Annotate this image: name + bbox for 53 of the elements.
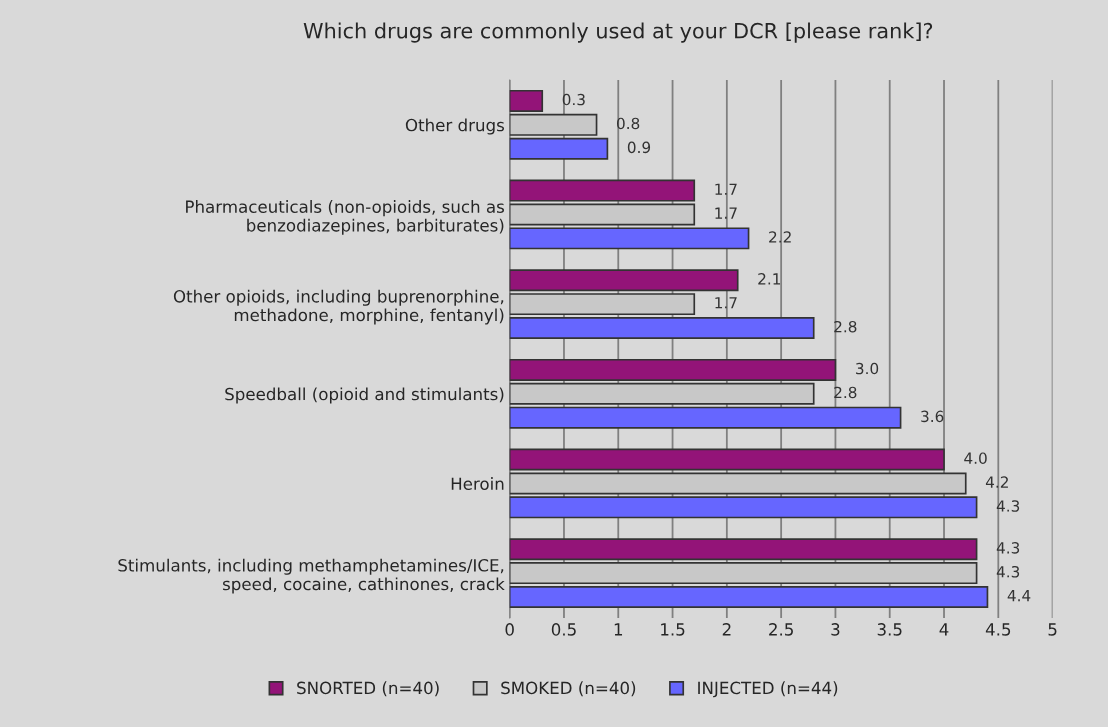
bar — [509, 227, 750, 250]
legend-label: INJECTED (n=44) — [698, 681, 838, 698]
data-label: 2.8 — [834, 386, 857, 399]
bar — [509, 269, 739, 292]
x-tick-label: 0.5 — [551, 623, 576, 636]
x-tick-label: 3 — [831, 623, 840, 636]
data-label: 3.6 — [921, 410, 944, 423]
x-tick-label: 1.5 — [661, 623, 685, 636]
bar — [509, 586, 989, 609]
data-label: 4.4 — [1007, 590, 1031, 602]
data-label: 0.9 — [627, 141, 651, 154]
chart-title: Which drugs are commonly used at your DCR [please rank]? — [303, 22, 933, 43]
data-label: 4.3 — [996, 500, 1020, 512]
data-label: 2.1 — [758, 273, 781, 285]
x-tick-label: 2 — [722, 623, 731, 636]
bar — [509, 113, 598, 136]
x-tick-label: 4 — [939, 623, 949, 636]
data-label: 1.7 — [715, 207, 737, 219]
bar — [509, 562, 978, 585]
bar — [509, 293, 696, 316]
data-label: 2.2 — [769, 231, 791, 243]
bar — [509, 358, 837, 381]
bar — [509, 406, 902, 429]
bar — [509, 89, 544, 112]
bar — [509, 382, 815, 405]
data-label: 3.0 — [856, 362, 879, 375]
legend-label: SNORTED (n=40) — [297, 681, 439, 697]
data-label: 0.3 — [562, 93, 585, 106]
y-tick-label: Heroin — [451, 477, 504, 491]
x-tick-label: 5 — [1048, 623, 1057, 636]
data-label: 4.3 — [996, 566, 1020, 578]
x-tick-label: 4.5 — [985, 623, 1011, 636]
bar — [509, 538, 978, 561]
x-tick-label: 2.5 — [769, 623, 793, 636]
data-label: 4.3 — [996, 542, 1020, 554]
y-tick-label: Other opioids, including buprenorphine, methadone, morphine, fentanyl) — [173, 289, 504, 325]
data-label: 4.2 — [985, 476, 1008, 488]
y-tick-label: Speedball (opioid and stimulants) — [225, 387, 504, 404]
data-label: 2.8 — [834, 320, 857, 333]
bar — [509, 317, 815, 340]
y-tick-label: Stimulants, including methamphetamines/ICE, speed, cocaine, cathinones, crack — [118, 558, 505, 594]
legend-label: SMOKED (n=40) — [501, 681, 636, 697]
x-tick-label: 3.5 — [877, 623, 902, 636]
y-tick-label: Pharmaceuticals (non-opioids, such as benzodiazepines, barbiturates) — [186, 200, 505, 235]
y-tick-label: Other drugs — [405, 118, 505, 135]
data-label: 1.7 — [715, 183, 737, 195]
bar — [509, 496, 978, 519]
data-label: 4.0 — [964, 452, 987, 464]
data-label: 0.8 — [617, 117, 640, 130]
x-tick-label: 1 — [614, 623, 623, 636]
bar — [509, 137, 609, 160]
x-tick-label: 0 — [505, 623, 514, 636]
data-label: 1.7 — [715, 297, 737, 309]
